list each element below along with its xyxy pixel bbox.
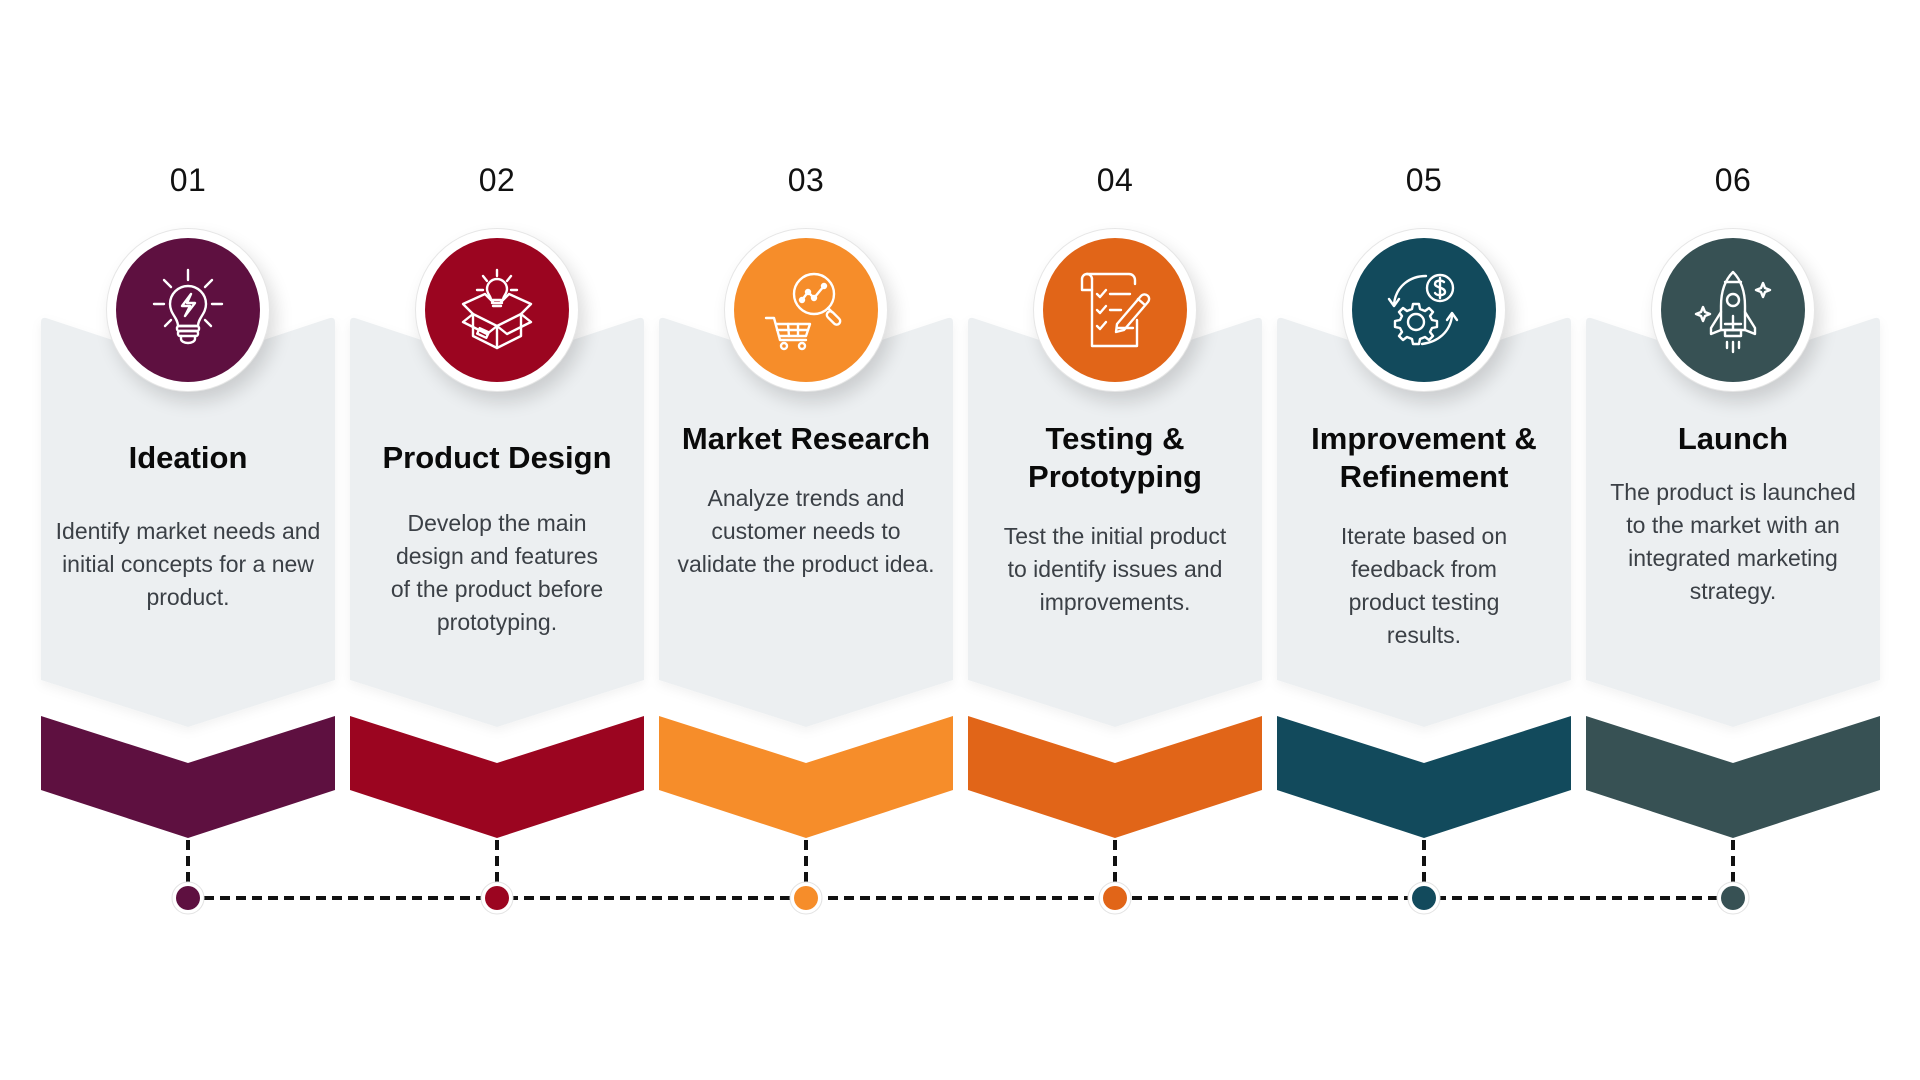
card-bg-6 — [1586, 317, 1880, 727]
step-content: Product Design Develop the main design a… — [364, 439, 630, 639]
card-bg-4 — [968, 317, 1262, 727]
step-title: Market Research — [681, 421, 931, 456]
icon-disc — [1661, 238, 1805, 382]
step-description: The product is launched to the market wi… — [1610, 479, 1856, 604]
step-number: 03 — [787, 162, 825, 198]
step-product-design: 02 P — [350, 0, 644, 1080]
gear-dollar-cycle-icon — [1387, 273, 1459, 346]
icon-disc — [116, 238, 260, 382]
step-market-research: 03 Market Research Analyze tren — [659, 0, 953, 1080]
icon-disc — [1352, 238, 1496, 382]
chevron-2 — [350, 716, 644, 838]
step-number: 06 — [1714, 162, 1752, 198]
step-number: 02 — [478, 162, 516, 198]
step-title: Testing & Prototyping — [1028, 421, 1202, 494]
chevron-4 — [968, 716, 1262, 838]
step-description: Iterate based on feedback from product t… — [1340, 523, 1508, 648]
card-bg-2 — [350, 317, 644, 727]
timeline-dot-2 — [485, 886, 509, 910]
step-number: 05 — [1405, 162, 1443, 198]
step-title: Ideation — [128, 440, 248, 475]
step-content: Improvement & Refinement Iterate based o… — [1291, 420, 1557, 652]
timeline — [186, 840, 1735, 900]
chevron-6 — [1586, 716, 1880, 838]
step-launch: 06 Launch The produc — [1586, 0, 1880, 1080]
icon-badge — [724, 228, 888, 392]
step-content: Ideation Identify market needs and initi… — [55, 439, 321, 614]
market-analysis-cart-icon — [764, 272, 842, 351]
step-description: Analyze trends and customer needs to val… — [677, 485, 935, 577]
step-description: Identify market needs and initial concep… — [55, 518, 321, 610]
card-bg-5 — [1277, 317, 1571, 727]
step-number: 01 — [169, 162, 207, 198]
step-ideation: 01 Ideation Identify market needs and in… — [41, 0, 335, 1080]
icon-badge — [106, 228, 270, 392]
timeline-dot-3 — [794, 886, 818, 910]
timeline-dot-fills — [176, 886, 1745, 910]
step-title: Improvement & Refinement — [1311, 421, 1537, 494]
step-description: Test the initial product to identify iss… — [1003, 523, 1227, 615]
icon-disc — [425, 238, 569, 382]
step-title: Product Design — [382, 440, 612, 475]
icon-disc — [734, 238, 878, 382]
timeline-dot-6 — [1721, 886, 1745, 910]
checklist-pencil-icon — [1080, 272, 1151, 348]
chevron-3 — [659, 716, 953, 838]
step-testing-prototyping: 04 Testing & Prototyping Test the initia… — [968, 0, 1262, 1080]
lightbulb-icon — [152, 268, 224, 345]
card-bg-1 — [41, 317, 335, 727]
timeline-dot-1 — [176, 886, 200, 910]
timeline-dot-4 — [1103, 886, 1127, 910]
chevron-1 — [41, 716, 335, 838]
timeline-dot-5 — [1412, 886, 1436, 910]
icon-disc — [1043, 238, 1187, 382]
step-content: Launch The product is launched to the ma… — [1600, 420, 1866, 608]
chevron-5 — [1277, 716, 1571, 838]
card-bg-3 — [659, 317, 953, 727]
icon-badge — [1033, 228, 1197, 392]
icon-badge — [415, 228, 579, 392]
step-description: Develop the main design and features of … — [390, 510, 604, 635]
step-content: Testing & Prototyping Test the initial p… — [982, 420, 1248, 619]
step-number: 04 — [1096, 162, 1134, 198]
step-content: Market Research Analyze trends and custo… — [673, 420, 939, 581]
icon-badge — [1342, 228, 1506, 392]
icon-badge — [1651, 228, 1815, 392]
card-backgrounds — [41, 317, 1880, 727]
step-improvement-refinement: 05 Improvement & Refinement Iterate base… — [1277, 0, 1571, 1080]
step-title: Launch — [1677, 421, 1789, 456]
rocket-icon — [1694, 270, 1772, 354]
chevrons — [41, 716, 1880, 838]
idea-box-icon — [461, 268, 533, 350]
